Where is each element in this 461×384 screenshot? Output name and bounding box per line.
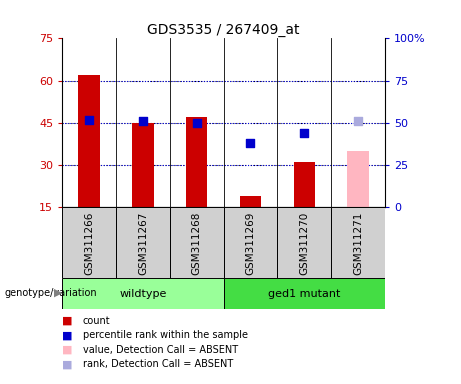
Point xyxy=(301,130,308,136)
Bar xyxy=(132,123,154,207)
Text: GSM311270: GSM311270 xyxy=(299,211,309,275)
Bar xyxy=(278,207,331,278)
Text: GSM311269: GSM311269 xyxy=(245,211,255,275)
Text: GSM311266: GSM311266 xyxy=(84,211,94,275)
Point xyxy=(139,118,147,124)
Text: wildtype: wildtype xyxy=(119,289,166,299)
Text: ged1 mutant: ged1 mutant xyxy=(268,289,340,299)
Bar xyxy=(78,75,100,207)
Bar xyxy=(294,162,315,207)
Bar xyxy=(347,151,369,207)
Text: GSM311268: GSM311268 xyxy=(192,211,202,275)
Bar xyxy=(62,278,224,309)
Text: value, Detection Call = ABSENT: value, Detection Call = ABSENT xyxy=(83,345,238,355)
Point xyxy=(193,120,201,126)
Bar xyxy=(240,196,261,207)
Bar xyxy=(170,207,224,278)
Title: GDS3535 / 267409_at: GDS3535 / 267409_at xyxy=(148,23,300,37)
Bar xyxy=(331,207,385,278)
Bar xyxy=(62,207,116,278)
Text: rank, Detection Call = ABSENT: rank, Detection Call = ABSENT xyxy=(83,359,233,369)
Text: percentile rank within the sample: percentile rank within the sample xyxy=(83,330,248,340)
Bar xyxy=(224,278,385,309)
Text: ▶: ▶ xyxy=(54,288,63,298)
Point xyxy=(247,140,254,146)
Text: GSM311267: GSM311267 xyxy=(138,211,148,275)
Text: ■: ■ xyxy=(62,345,73,355)
Text: ■: ■ xyxy=(62,330,73,340)
Point xyxy=(85,116,93,122)
Bar xyxy=(224,207,278,278)
Text: count: count xyxy=(83,316,111,326)
Bar xyxy=(116,207,170,278)
Text: ■: ■ xyxy=(62,359,73,369)
Point xyxy=(355,118,362,124)
Text: ■: ■ xyxy=(62,316,73,326)
Bar xyxy=(186,117,207,207)
Text: genotype/variation: genotype/variation xyxy=(5,288,97,298)
Text: GSM311271: GSM311271 xyxy=(353,211,363,275)
